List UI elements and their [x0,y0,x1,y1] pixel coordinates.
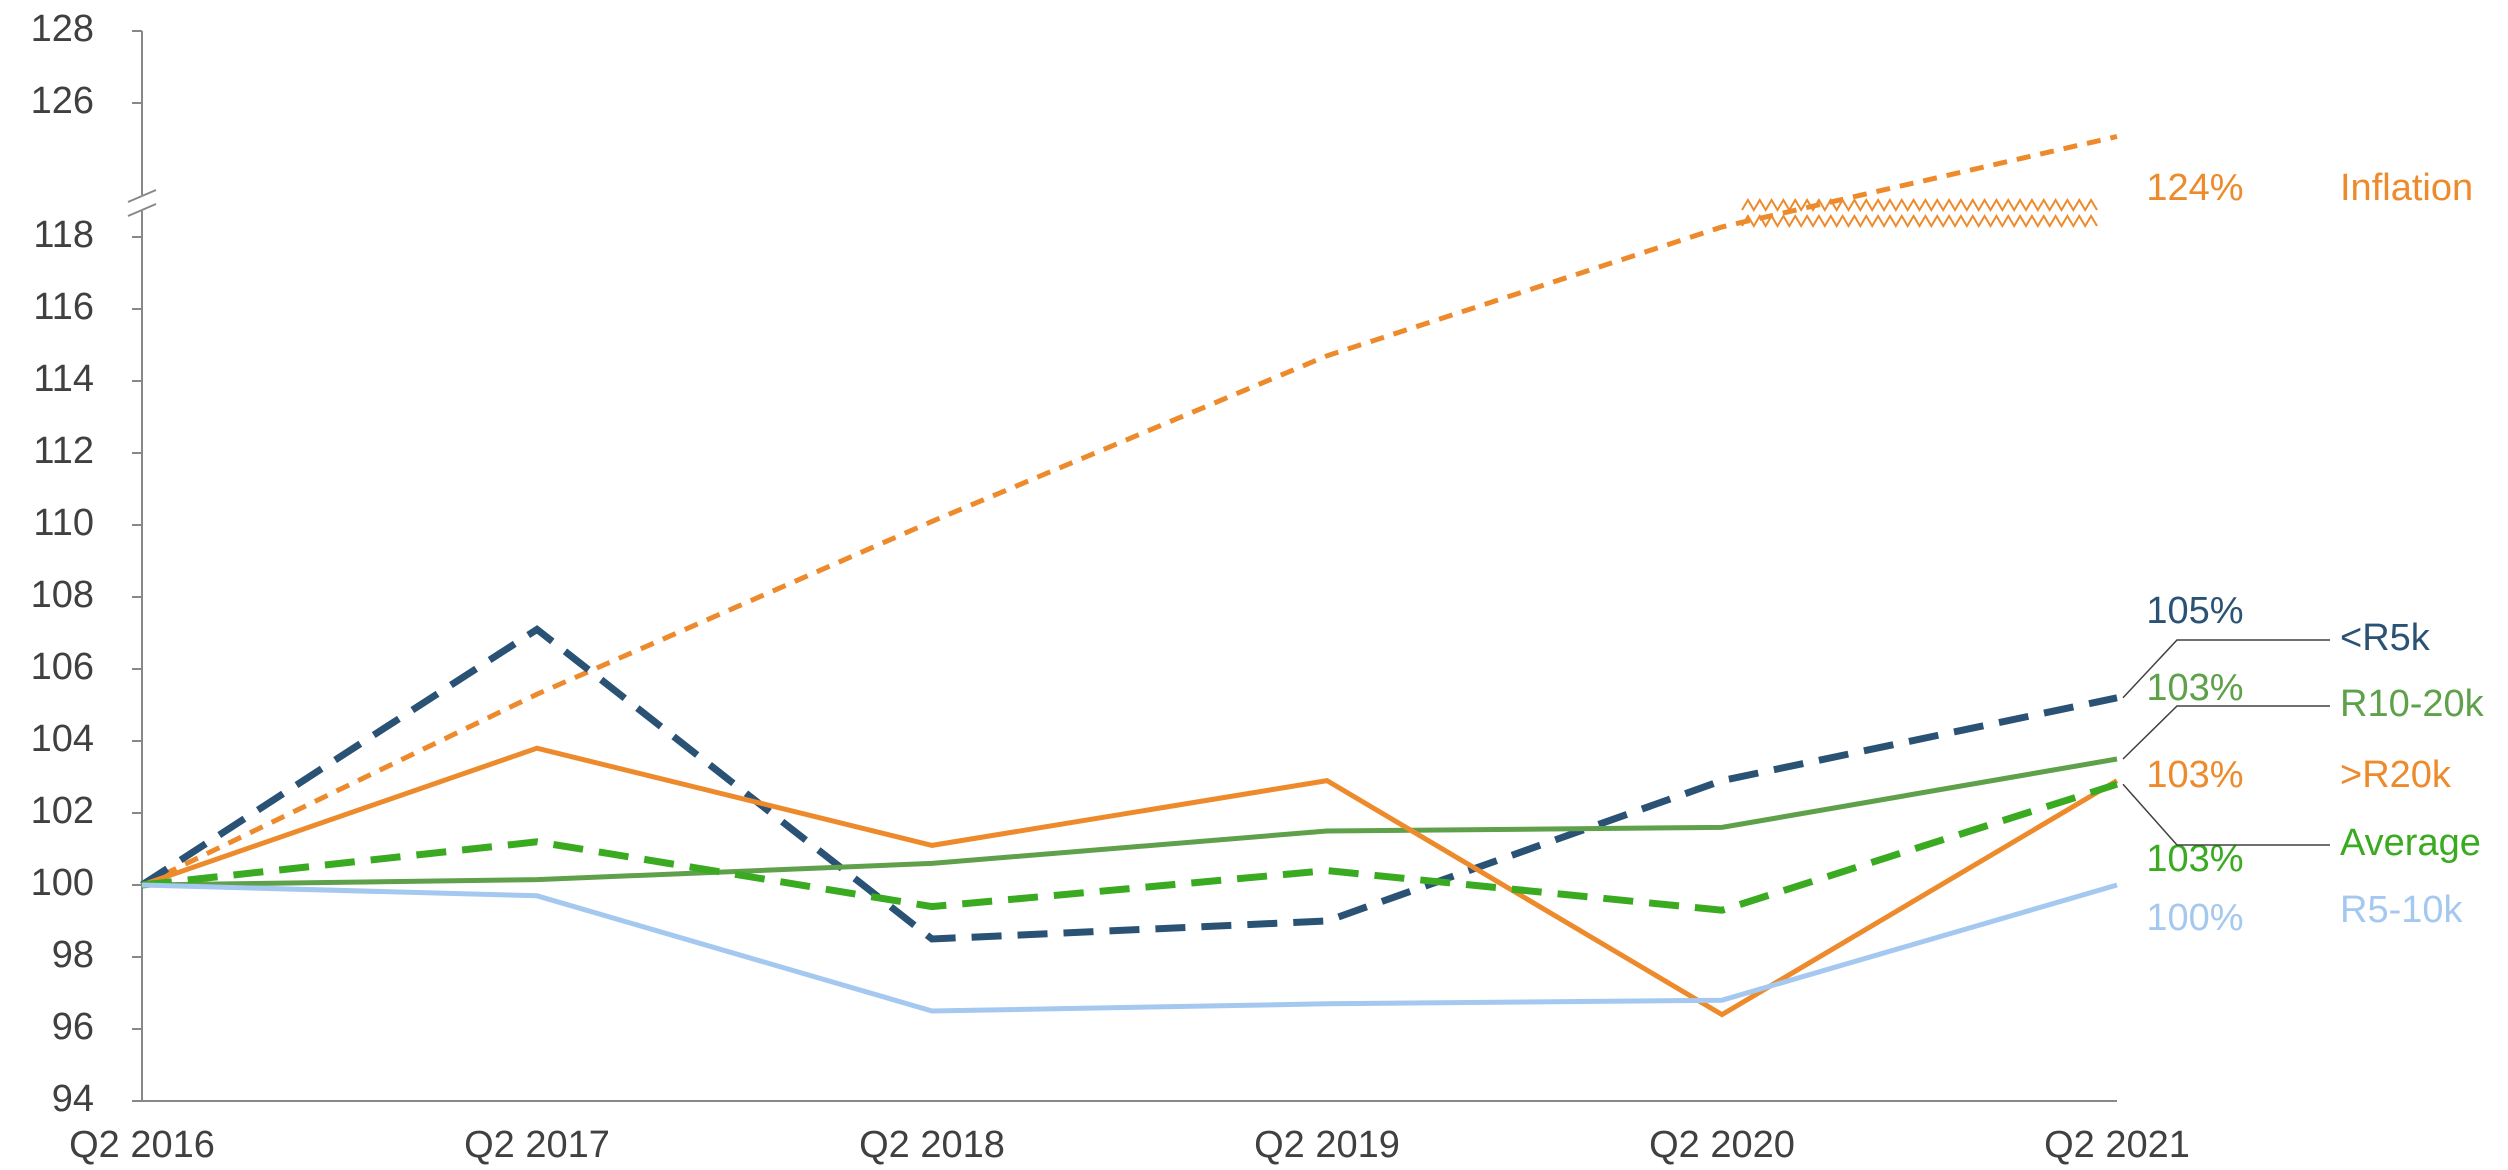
y-tick-label: 100 [31,862,94,904]
x-tick-label: Q2 2018 [859,1124,1005,1166]
y-tick-label: 110 [33,502,94,544]
legend-label: <R5k [2340,617,2431,659]
value-label: 100% [2146,897,2243,939]
y-tick-label: 128 [31,8,94,50]
y-tick-label: 112 [33,430,94,472]
y-tick-label: 116 [33,286,94,328]
y-tick-label: 108 [31,574,94,616]
value-label: 105% [2146,590,2243,632]
x-tick-label: Q2 2017 [464,1124,610,1166]
legend-label: >R20k [2340,754,2452,796]
y-tick-label: 98 [52,934,94,976]
y-tick-label: 106 [31,646,94,688]
y-tick-label: 96 [52,1006,94,1048]
axis-break-gap [128,195,156,211]
legend-label: R5-10k [2340,889,2463,931]
series-line [141,745,2119,1018]
series-line [140,625,2118,943]
leader-line [2122,783,2330,846]
break-wave [1741,214,2098,228]
value-label: 124% [2146,167,2243,209]
series-line [141,756,2118,888]
x-tick-label: Q2 2021 [2044,1124,2190,1166]
series-line [141,780,2119,914]
leader-line [2122,639,2330,699]
value-label: 103% [2146,667,2243,709]
series-line [140,134,2118,888]
y-tick-label: 102 [31,790,94,832]
series-line [141,882,2118,1014]
y-tick-label: 94 [52,1078,94,1120]
axis-break-mark [127,203,157,217]
y-tick-label: 118 [33,214,94,256]
x-tick-label: Q2 2019 [1254,1124,1400,1166]
break-wave [1741,198,2098,212]
axis-break-mark [127,189,157,203]
x-tick-label: Q2 2016 [69,1124,215,1166]
value-label: 103% [2146,754,2243,796]
x-tick-label: Q2 2020 [1649,1124,1795,1166]
legend-label: R10-20k [2340,683,2485,725]
y-tick-label: 126 [31,80,94,122]
y-tick-label: 104 [31,718,94,760]
y-tick-label: 114 [33,358,94,400]
legend-label: Inflation [2340,167,2473,209]
legend-label: Average [2340,822,2481,864]
leader-line [2122,705,2330,760]
